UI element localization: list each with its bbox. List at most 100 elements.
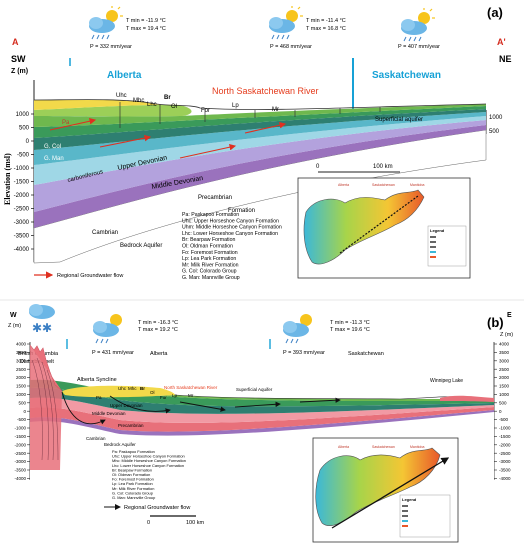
province-saskatchewan: Saskatchewan [348,351,384,357]
cloud-sun-icon [269,6,303,40]
groundwater-flow-arrows [49,117,287,159]
y-tick-label: -500 [499,417,509,422]
y-tick-label: -2000 [14,193,30,199]
formation-label: Formation [228,208,255,214]
climate-tmin: T min = -16.3 °C [138,320,178,326]
inset-map: 0 100 km Alberta Saskatchewan Manitoba L… [297,164,471,279]
y-tick-label: -2500 [14,451,26,456]
direction-e: E [507,312,512,319]
legend-entry: G. Col: Colorado Group [182,269,237,275]
cloud-snow-icon: ✱✱ [29,304,55,335]
y-tick-label: 3000 [16,358,27,363]
legend-entry: G. Man: Mannville Group [182,275,240,281]
climate-tmax: T max = 16.8 °C [306,26,346,32]
y-tick-label: 0 [26,139,30,145]
cloud-sun-icon [93,314,122,344]
y-tick-label: 1000 [16,112,30,118]
section-line [331,457,450,529]
climate-precip: P = 407 mm/year [398,44,440,50]
panel-b: (b) W E Z (m) Z (m) ✱✱ T min = -16.3 °C … [0,299,524,543]
y-tick-label: -3500 [499,468,511,473]
direction-w: W [10,312,17,319]
legend-entry: Lp: Lea Park Formation [182,256,236,262]
cambrian-layer [30,410,494,436]
legend-entry: G. Man: Mannville Group [112,495,155,500]
y-tick-label: -500 [17,417,27,422]
mannville-layer [34,109,486,150]
y-tick-label: -3000 [14,459,26,464]
y-tick-label: 3000 [499,358,510,363]
legend-entry: Pa: Paskapoo Formation [182,212,239,218]
cambrian-label: Cambrian [86,436,106,441]
y-tick-label: -3000 [14,220,30,226]
y-tick-label: -4000 [499,476,511,481]
y-tick-label: 500 [19,126,30,132]
y-tick-label: -2500 [14,207,30,213]
climate-tmax: T max = 19.6 °C [330,327,370,333]
superficial-aquifer-label: Superficial aquifer [375,117,423,123]
scale-end: 100 km [186,520,204,526]
map-title: Saskatchewan [372,183,395,187]
map-title: Manitoba [410,445,424,449]
province-alberta: Alberta [150,351,168,357]
direction-sw: SW [11,54,26,64]
middle-devonian-layer [34,120,486,212]
scale-start: 0 [147,520,150,526]
winnipeg-lake-label: Winnipeg Lake [430,378,463,384]
legend-entry: Ol: Oldman Formation [182,244,233,250]
legend-entry: Uhc: Upper Horseshoe Canyon Formation [182,218,279,224]
y-tick-label: -1000 [14,166,30,172]
colorado-layer [30,379,494,407]
y-tick-label: 2500 [499,367,510,372]
y-tick-label: 1500 [16,384,27,389]
paskapoo-layer [62,385,175,398]
y-tick-label: -1000 [14,426,26,431]
section-line [339,195,419,254]
middle-devonian-label: Middle Devonian [92,411,126,416]
y-tick-label: 2000 [499,375,510,380]
scale-start: 0 [316,164,320,170]
basin-map [315,447,441,526]
legend-entry: Pa: Paskapoo Formation [112,449,155,454]
climate-tmin: T min = -11.9 °C [126,18,166,24]
y-tick-label: -1000 [499,426,511,431]
formation-tag: Br [164,95,171,101]
formation-tag: Pa [96,395,102,400]
climate-tmin: T min = -11.4 °C [306,18,346,24]
formation-tag: For [201,108,210,114]
legend-entry: Fo: Foremost Formation [182,250,238,256]
map-title: Manitoba [410,183,424,187]
y-tick-label: 1000 [16,392,27,397]
cloud-sun-icon [283,314,312,344]
y-tick-label: 500 [499,400,507,405]
cambrian-layer [34,125,486,228]
legend-entry: G. Col: Colorado Group [112,490,153,495]
formation-tag: Br [140,386,145,391]
climate-tmin: T min = -11.3 °C [330,320,370,326]
legend-entry: Mr: Milk River Formation [182,262,239,268]
y-tick-label: -2000 [14,442,26,447]
map-title: Alberta [338,445,349,449]
y-tick-label: -1500 [14,180,30,186]
river-label: North Saskatchewan River [164,385,218,390]
legend-entry: Uhc: Upper Horseshoe Canyon Formation [112,454,185,459]
y-axis-ticks: 1000 500 0 -500 -1000 -1500 -2000 -2500 -3000 -35… [14,112,34,253]
groundwater-flow-arrows [61,391,341,425]
map-title: Alberta [338,183,349,187]
upper-cretaceous-layer [34,104,486,127]
mannville-layer [30,387,494,414]
bedrock-aquifer-label: Bedrock Aquifer [104,442,136,447]
map-legend-title: Legend [402,497,417,502]
province-alberta: Alberta [107,70,142,81]
formation-tag: Lp [232,103,239,109]
upper-devonian-layer [30,397,494,423]
z-axis-label-right: Z (m) [500,332,513,338]
carboniferous-layer [34,112,486,165]
panel-b-label: (b) [487,315,504,330]
y-tick-label: 4000 [499,342,510,347]
formation-tag: Mr [188,393,194,398]
y-tick-label: -2000 [499,442,511,447]
